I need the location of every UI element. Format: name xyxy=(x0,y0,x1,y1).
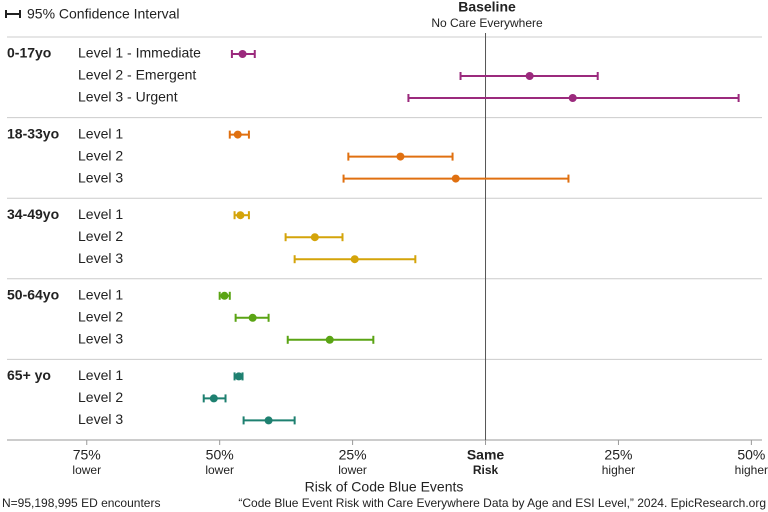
group-label: 65+ yo xyxy=(7,367,51,383)
x-tick-sublabel: lower xyxy=(72,463,101,477)
group-label: 34-49yo xyxy=(7,206,59,222)
point xyxy=(325,335,334,344)
x-tick-label: 25% xyxy=(339,447,367,463)
x-tick-label: Same xyxy=(467,447,505,463)
x-tick-sublabel: Risk xyxy=(473,463,499,477)
row-label: Level 2 xyxy=(78,309,123,325)
row-label: Level 3 xyxy=(78,411,123,427)
group-label: 18-33yo xyxy=(7,125,59,141)
point xyxy=(238,50,247,58)
point xyxy=(396,152,405,161)
row-label: Level 1 xyxy=(78,367,123,383)
source: “Code Blue Event Risk with Care Everywhe… xyxy=(238,496,766,510)
legend: 95% Confidence Interval xyxy=(5,6,180,22)
x-tick-sublabel: lower xyxy=(205,463,234,477)
point xyxy=(234,372,243,381)
group-label: 50-64yo xyxy=(7,287,59,303)
point xyxy=(209,394,218,403)
x-tick-sublabel: higher xyxy=(602,463,635,477)
legend-label: 95% Confidence Interval xyxy=(27,6,180,22)
row-label: Level 3 xyxy=(78,331,123,347)
x-tick-label: 50% xyxy=(737,447,765,463)
point xyxy=(248,313,257,322)
x-tick-label: 50% xyxy=(206,447,234,463)
point xyxy=(236,211,245,220)
x-tick-sublabel: higher xyxy=(735,463,768,477)
baseline-subtitle: No Care Everywhere xyxy=(431,16,543,30)
baseline-title: Baseline xyxy=(458,0,516,15)
row-label: Level 3 - Urgent xyxy=(78,89,178,105)
group-label: 0-17yo xyxy=(7,45,51,61)
point xyxy=(451,174,460,183)
x-tick-sublabel: lower xyxy=(338,463,367,477)
row-label: Level 2 xyxy=(78,228,123,244)
point xyxy=(220,291,229,300)
row-label: Level 2 xyxy=(78,389,123,405)
x-tick-label: 75% xyxy=(73,447,101,463)
point xyxy=(264,416,273,425)
row-label: Level 1 xyxy=(78,125,123,141)
point xyxy=(568,94,577,102)
footnote: N=95,198,995 ED encounters xyxy=(2,496,160,510)
row-label: Level 2 - Emergent xyxy=(78,67,196,83)
row-label: Level 3 xyxy=(78,250,123,266)
row-label: Level 2 xyxy=(78,147,123,163)
x-tick-label: 25% xyxy=(604,447,632,463)
point xyxy=(233,130,242,139)
row-label: Level 1 xyxy=(78,287,123,303)
x-axis-label: Risk of Code Blue Events xyxy=(305,479,464,495)
point xyxy=(525,72,534,80)
point xyxy=(350,255,359,264)
row-label: Level 3 xyxy=(78,169,123,185)
row-label: Level 1 - Immediate xyxy=(78,45,201,61)
row-label: Level 1 xyxy=(78,206,123,222)
point xyxy=(310,233,319,242)
